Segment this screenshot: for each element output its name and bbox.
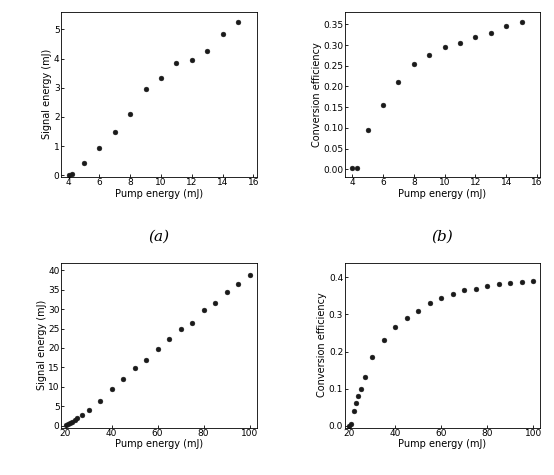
Text: (a): (a)	[148, 229, 170, 244]
Y-axis label: Signal energy (mJ): Signal energy (mJ)	[37, 300, 47, 390]
Text: (b): (b)	[432, 229, 453, 244]
Y-axis label: Conversion efficiency: Conversion efficiency	[312, 42, 322, 147]
X-axis label: Pump energy (mJ): Pump energy (mJ)	[398, 189, 486, 199]
X-axis label: Pump energy (mJ): Pump energy (mJ)	[398, 439, 486, 449]
Y-axis label: Conversion efficiency: Conversion efficiency	[317, 293, 327, 398]
X-axis label: Pump energy (mJ): Pump energy (mJ)	[115, 189, 203, 199]
X-axis label: Pump energy (mJ): Pump energy (mJ)	[115, 439, 203, 449]
Y-axis label: Signal energy (mJ): Signal energy (mJ)	[43, 49, 53, 140]
